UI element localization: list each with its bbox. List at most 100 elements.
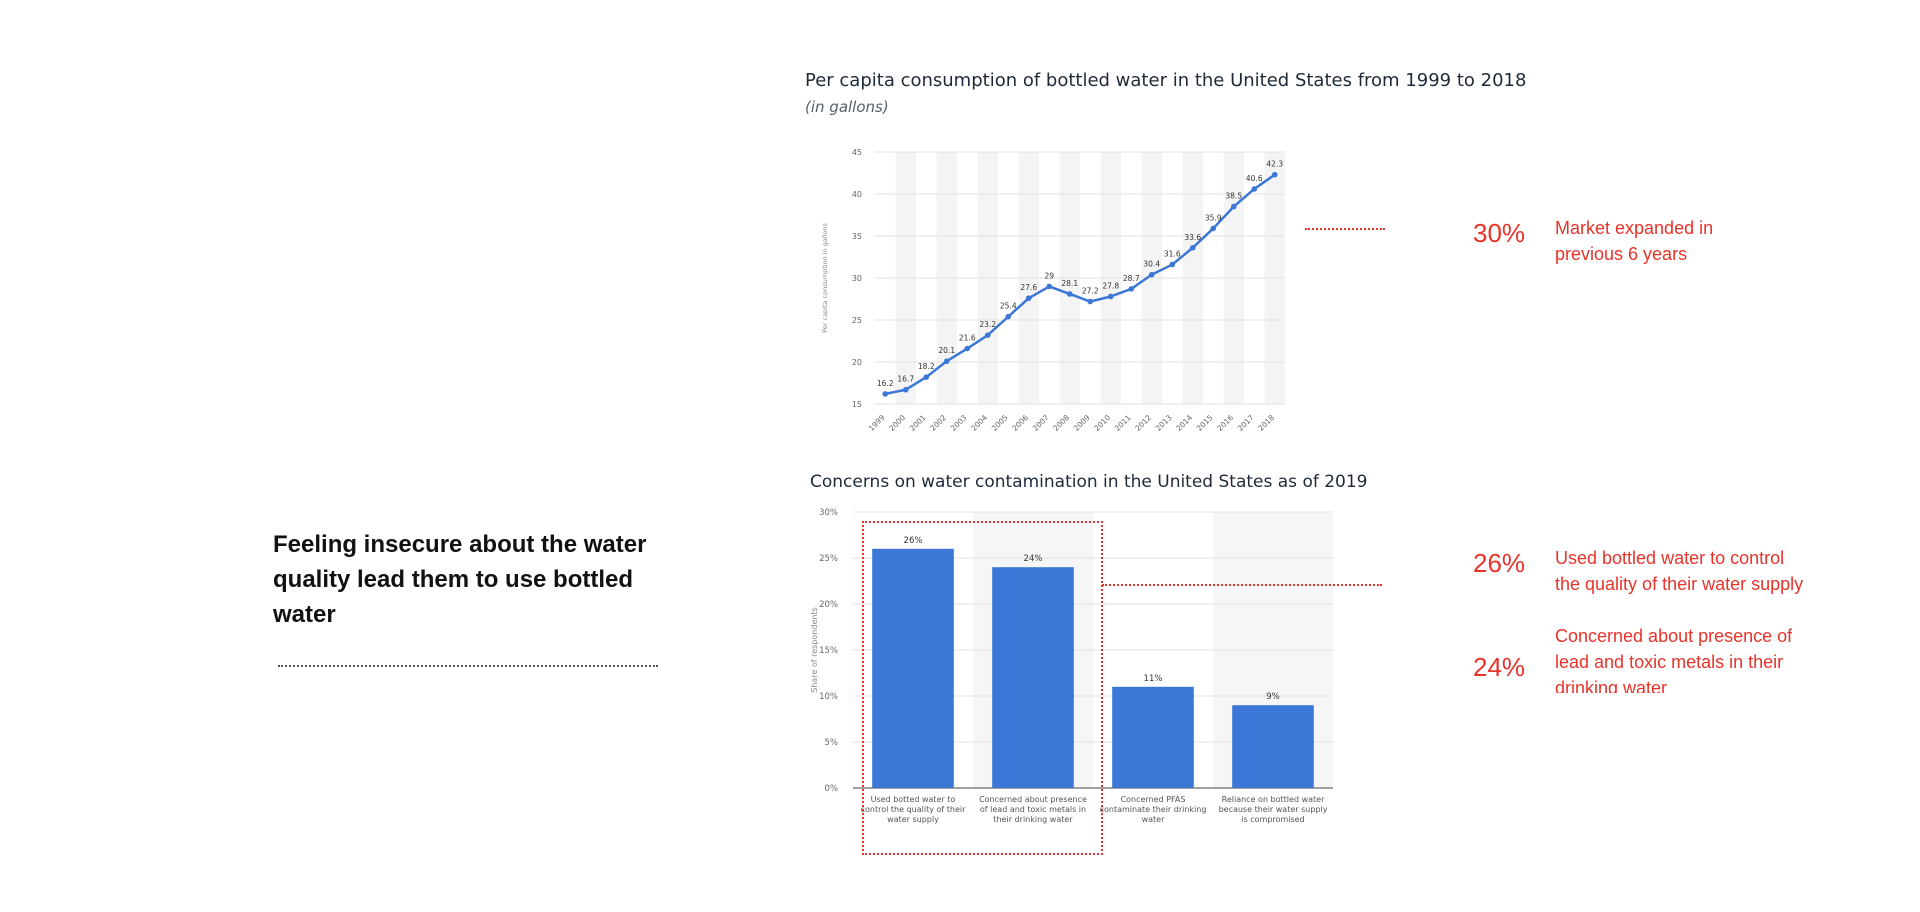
connector-line-1 (1305, 228, 1385, 230)
data-label: 27.6 (1020, 283, 1037, 292)
data-label: 42.3 (1266, 160, 1283, 169)
data-point (923, 374, 930, 380)
x-tick-label: 2005 (990, 413, 1010, 433)
highlight-box (862, 521, 1103, 855)
data-label: 27.8 (1102, 281, 1119, 290)
data-label: 40.6 (1246, 174, 1263, 183)
data-point (984, 332, 991, 338)
data-label: 18.2 (918, 362, 935, 371)
connector-line-2 (1102, 584, 1382, 586)
data-point (1210, 225, 1217, 232)
callout-pct-2: 26% (1473, 548, 1526, 578)
callout-text-1: Market expanded in previous 6 years (1555, 215, 1713, 267)
x-tick-label: 2007 (1031, 413, 1051, 433)
x-tick-label: 2008 (1051, 413, 1071, 433)
dotted-divider (278, 665, 658, 667)
y-tick-label: 40 (852, 190, 862, 199)
callout-line: the quality of their water supply (1555, 574, 1804, 594)
callout-text-3: Concerned about presence of lead and tox… (1555, 623, 1792, 693)
x-tick-label: 2017 (1236, 413, 1256, 433)
x-tick-label: Concerned about presence (979, 795, 1087, 804)
x-tick-label: 2009 (1072, 413, 1092, 433)
callout-line: previous 6 years (1555, 244, 1688, 264)
data-label: 31.6 (1164, 250, 1181, 259)
data-point (1046, 283, 1053, 290)
callout-line: Concerned about presence of (1555, 626, 1793, 646)
callout-pct-1: 30% (1473, 218, 1526, 248)
bar (1232, 705, 1314, 788)
data-label: 30.4 (1143, 260, 1160, 269)
data-label: 24% (1024, 554, 1043, 564)
data-point (1251, 186, 1258, 192)
bar (1112, 686, 1194, 788)
x-tick-label: control the quality of their (861, 805, 966, 814)
data-label: 25.4 (1000, 302, 1017, 311)
bar (992, 567, 1074, 788)
bar-chart-title: Concerns on water contamination in the U… (810, 472, 1368, 492)
data-point (1005, 313, 1012, 320)
y-tick-label: 20 (852, 358, 862, 367)
x-tick-label: 1999 (867, 413, 887, 433)
x-tick-label: of lead and toxic metals in (980, 805, 1086, 814)
x-tick-label: 2014 (1174, 413, 1194, 433)
data-label: 28.1 (1061, 279, 1078, 288)
y-tick-label: 15 (852, 400, 862, 409)
data-point (902, 386, 909, 393)
x-tick-label: 2012 (1133, 413, 1153, 433)
line-chart-subtitle: (in gallons) (805, 98, 889, 116)
data-point (882, 391, 889, 397)
x-tick-label: because their water supply (1219, 805, 1328, 814)
data-point (1148, 271, 1155, 278)
headline: Feeling insecure about the water quality… (273, 531, 647, 628)
x-tick-label: 2000 (887, 413, 907, 433)
y-tick-label: 35 (852, 232, 862, 241)
data-label: 20.1 (938, 346, 955, 355)
data-point (1230, 203, 1237, 210)
x-tick-label: 2016 (1215, 413, 1235, 433)
y-tick-label: 30 (852, 274, 862, 283)
x-tick-label: water (1142, 815, 1166, 824)
x-tick-label: Concerned PFAS (1121, 795, 1186, 804)
y-tick-label: 10% (819, 692, 838, 702)
data-label: 16.7 (897, 375, 914, 384)
data-point (1169, 261, 1176, 268)
callout-line: drinking water (1555, 678, 1668, 693)
callout-line: Market expanded in (1555, 218, 1714, 238)
y-tick-label: 30% (819, 508, 838, 518)
line-chart: 15 20 25 30 35 40 45 Per capita consumption in … (821, 148, 1285, 433)
x-tick-label: 2006 (1010, 413, 1030, 433)
callout-line: lead and toxic metals in their (1555, 652, 1784, 672)
y-tick-label: 25 (852, 316, 862, 325)
y-tick-label: 5% (825, 738, 839, 748)
data-label: 33.6 (1184, 233, 1201, 242)
x-tick-label: Reliance on bottled water (1222, 795, 1325, 804)
data-label: 28.7 (1123, 274, 1140, 283)
series-line (884, 173, 1276, 396)
data-point (1128, 286, 1135, 292)
y-tick-label: 0% (825, 784, 839, 794)
x-tick-label: 2013 (1154, 413, 1174, 433)
x-tick-label: 2002 (928, 413, 948, 433)
x-tick-label: Used botted water to (871, 795, 956, 804)
x-tick-label: 2004 (969, 413, 989, 433)
line-chart-title: Per capita consumption of bottled water … (805, 70, 1527, 91)
x-tick-label: their drinking water (993, 815, 1073, 824)
data-label: 16.2 (877, 379, 894, 388)
x-tick-label: 2015 (1195, 413, 1215, 433)
data-point (1189, 244, 1196, 251)
data-point (1107, 293, 1114, 300)
data-label: 11% (1144, 674, 1163, 684)
data-point (1025, 295, 1032, 301)
callout-text-2: Used bottled water to control the qualit… (1555, 545, 1803, 597)
data-label: 9% (1266, 692, 1280, 702)
bar-chart: 0% 5% 10% 15% 20% 25% 30% Share of respondents 2… (810, 508, 1333, 824)
data-label: 21.6 (959, 334, 976, 343)
y-tick-label: 25% (819, 554, 838, 564)
y-tick-label: 45 (852, 148, 862, 157)
y-tick-label: 15% (819, 646, 838, 656)
data-point (1271, 171, 1278, 178)
callout-line: Used bottled water to control (1555, 548, 1785, 568)
y-axis-label: Share of respondents (810, 607, 819, 693)
x-tick-label: 2010 (1092, 413, 1112, 433)
callout-pct-3: 24% (1473, 652, 1526, 682)
